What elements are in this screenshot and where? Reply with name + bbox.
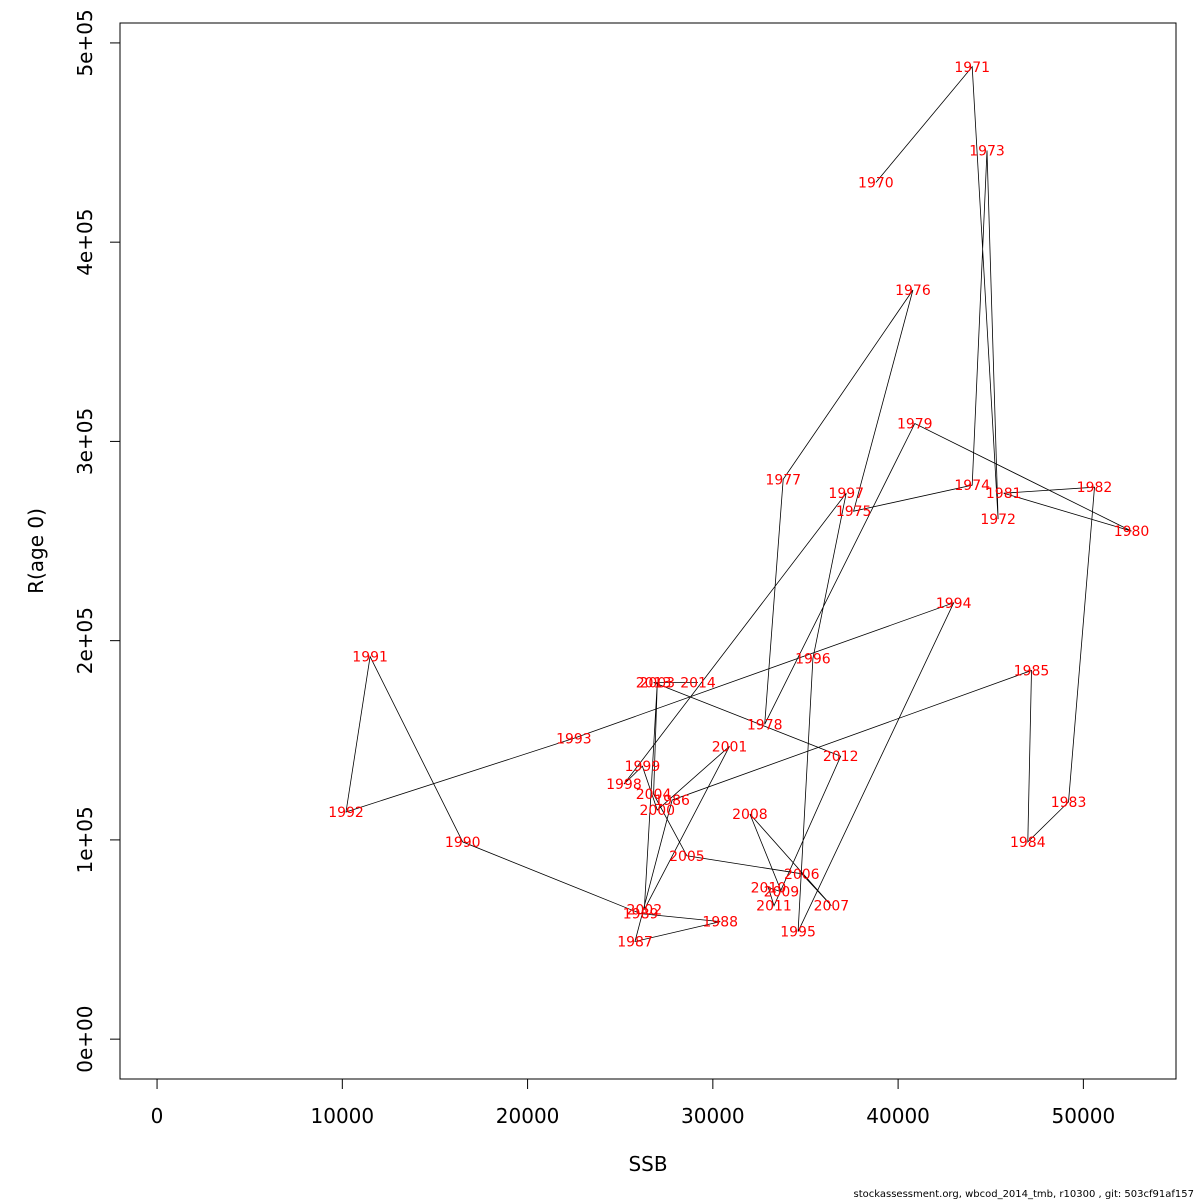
y-tick-label: 3e+05 <box>73 408 97 475</box>
point-label-2007: 2007 <box>814 899 850 915</box>
y-tick-label: 0e+00 <box>73 1006 97 1073</box>
point-labels: 1970 1971 1972 1973 1974 1975 1976 1977 1978 1979… <box>328 60 1149 951</box>
point-label-2008: 2008 <box>732 807 768 823</box>
point-label-2006: 2006 <box>784 867 820 883</box>
x-tick-label: 30000 <box>681 1104 745 1128</box>
y-axis-title: R(age 0) <box>24 508 48 594</box>
point-label-1994: 1994 <box>936 596 972 612</box>
point-label-1975: 1975 <box>836 504 872 520</box>
point-label-2014: 2014 <box>680 676 716 692</box>
point-label-2011: 2011 <box>756 899 792 915</box>
point-label-1974: 1974 <box>954 478 990 494</box>
series-line <box>345 65 1132 943</box>
point-label-1997: 1997 <box>828 486 864 502</box>
point-label-1984: 1984 <box>1010 835 1046 851</box>
footer-credit: stockassessment.org, wbcod_2014_tmb, r10… <box>854 1189 1195 1200</box>
y-tick-label: 4e+05 <box>73 209 97 276</box>
point-label-1971: 1971 <box>954 60 990 76</box>
y-tick-label: 2e+05 <box>73 607 97 674</box>
y-axis: 0e+00 1e+05 2e+05 3e+05 4e+05 5e+05 <box>73 9 121 1073</box>
point-label-2001: 2001 <box>712 739 748 755</box>
point-label-1990: 1990 <box>445 835 481 851</box>
point-label-2010: 2010 <box>751 881 787 897</box>
point-label-2004: 2004 <box>636 787 672 803</box>
point-label-1981: 1981 <box>986 486 1022 502</box>
point-label-2013: 2013 <box>636 676 672 692</box>
point-label-1998: 1998 <box>606 777 642 793</box>
point-label-1973: 1973 <box>969 144 1005 160</box>
point-label-1986: 1986 <box>654 793 690 809</box>
point-label-1982: 1982 <box>1077 480 1113 496</box>
point-label-2012: 2012 <box>823 749 859 765</box>
point-label-2005: 2005 <box>669 849 705 865</box>
point-label-1972: 1972 <box>980 512 1016 528</box>
y-tick-label: 1e+05 <box>73 806 97 873</box>
point-label-2003: 2003 <box>639 676 675 692</box>
point-label-1985: 1985 <box>1014 664 1050 680</box>
point-label-1983: 1983 <box>1051 795 1087 811</box>
x-tick-label: 40000 <box>866 1104 930 1128</box>
x-axis: 0 10000 20000 30000 40000 50000 <box>151 1078 1116 1128</box>
point-label-2000: 2000 <box>639 803 675 819</box>
point-label-2009: 2009 <box>764 885 800 901</box>
point-label-1977: 1977 <box>765 472 801 488</box>
point-label-1980: 1980 <box>1114 524 1150 540</box>
point-label-1991: 1991 <box>352 650 388 666</box>
point-label-1970: 1970 <box>858 175 894 191</box>
x-axis-title: SSB <box>628 1152 667 1176</box>
x-tick-label: 0 <box>151 1104 164 1128</box>
point-label-1993: 1993 <box>556 731 592 747</box>
x-tick-label: 10000 <box>311 1104 375 1128</box>
point-label-1999: 1999 <box>625 759 661 775</box>
point-label-1989: 1989 <box>623 907 659 923</box>
point-label-1979: 1979 <box>897 416 933 432</box>
point-label-1992: 1992 <box>328 805 364 821</box>
point-label-1976: 1976 <box>895 283 931 299</box>
x-tick-label: 50000 <box>1052 1104 1116 1128</box>
x-tick-label: 20000 <box>496 1104 560 1128</box>
point-label-1987: 1987 <box>617 935 653 951</box>
point-label-1988: 1988 <box>702 915 738 931</box>
point-label-1995: 1995 <box>780 925 816 941</box>
point-label-1978: 1978 <box>747 717 783 733</box>
point-label-2002: 2002 <box>626 903 662 919</box>
y-tick-label: 5e+05 <box>73 9 97 76</box>
point-label-1996: 1996 <box>795 652 831 668</box>
